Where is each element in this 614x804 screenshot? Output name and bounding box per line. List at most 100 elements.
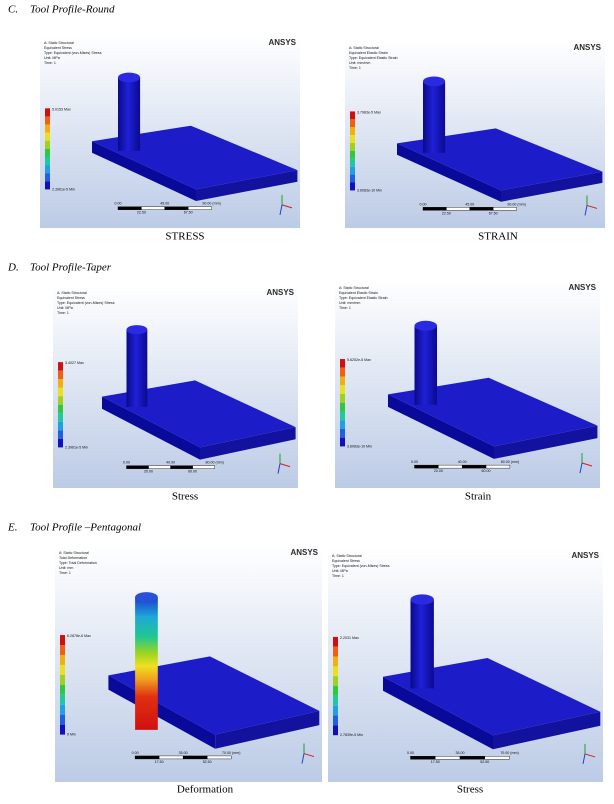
header-line: Unit: mm/mm — [349, 61, 370, 65]
legend-swatch — [350, 150, 355, 159]
scale-label: 70.00 (mm) — [222, 751, 240, 755]
scale-label: 52.50 — [480, 760, 489, 764]
tool-body — [126, 329, 148, 407]
header-line: Unit: mm/mm — [339, 301, 360, 305]
scale-label: 22.50 — [442, 211, 451, 215]
triad-z — [277, 463, 281, 474]
scale-label: 80.00 (mm) — [206, 461, 224, 465]
legend-swatch — [333, 695, 338, 706]
scale-segment — [493, 207, 517, 211]
legend-swatch — [45, 132, 50, 141]
caption: STRESS — [165, 231, 204, 243]
tool-top — [126, 325, 148, 335]
tool-top — [414, 320, 438, 331]
legend-swatch — [333, 725, 338, 736]
legend-min: 0 Min — [67, 733, 76, 737]
tool-top — [135, 592, 158, 603]
legend-swatch — [340, 411, 345, 421]
legend-swatch — [45, 173, 50, 182]
triad-x — [581, 462, 593, 467]
header-line: A: Static Structural — [44, 41, 74, 45]
tool-top — [423, 76, 446, 87]
header-line: A: Static Structural — [339, 286, 369, 290]
scale-label: 67.50 — [489, 211, 498, 215]
legend-swatch — [60, 704, 65, 715]
scale-label: 60.00 — [482, 469, 491, 473]
header-line: A: Static Structural — [349, 46, 379, 50]
scale-segment — [410, 756, 436, 760]
legend-swatch — [350, 182, 355, 191]
legend-max: 3.7983e-5 Max — [357, 110, 381, 114]
scale-label: 90.00 (mm) — [202, 202, 220, 206]
scale-segment — [446, 207, 470, 211]
legend-swatch — [58, 387, 63, 397]
header-line: Time: 1 — [44, 61, 56, 65]
header-line: A: Static Structural — [59, 551, 89, 555]
header-line: Type: Equivalent (von-Mises) Stress — [332, 564, 390, 568]
header-line: Equivalent Stress — [44, 46, 72, 50]
scale-label: 20.00 — [434, 469, 443, 473]
scale-segment — [462, 464, 487, 469]
legend-swatch — [60, 645, 65, 655]
section-label: C. — [8, 4, 18, 16]
legend-swatch — [350, 119, 355, 128]
header-line: Type: Equivalent (von-Mises) Stress — [57, 301, 115, 305]
legend-swatch — [333, 666, 338, 677]
header-line: Unit: MPa — [332, 569, 348, 573]
header-line: Unit: MPa — [57, 306, 73, 310]
header-line: Type: Total Deformation — [59, 561, 97, 565]
legend-min: 2.7839e-5 Min — [340, 733, 363, 737]
legend-swatch — [340, 428, 345, 438]
plate-side — [383, 676, 493, 750]
plate-side — [102, 396, 200, 460]
header-line: Type: Equivalent Elastic Strain — [349, 56, 398, 60]
legend-swatch — [45, 108, 50, 117]
legend-swatch — [350, 166, 355, 175]
scale-segment — [469, 207, 494, 211]
plate-front — [494, 425, 598, 459]
scale-segment — [422, 207, 447, 211]
plate-front — [196, 170, 298, 201]
caption: Deformation — [177, 784, 234, 796]
scale-segment — [148, 465, 171, 469]
tool-top — [118, 72, 141, 83]
section-title: Tool Profile-Taper — [30, 262, 112, 274]
plate-front — [493, 711, 601, 750]
tool-body — [410, 599, 434, 689]
scale-label: 17.50 — [155, 760, 164, 764]
legend-swatch — [350, 127, 355, 136]
tool-body — [423, 81, 446, 153]
scale-segment — [126, 465, 149, 469]
section-title: Tool Profile –Pentagonal — [30, 522, 141, 534]
triad-x — [281, 204, 293, 209]
scale-segment — [438, 464, 463, 469]
plate-side — [397, 143, 501, 202]
triad-x — [303, 753, 315, 758]
plate-side — [388, 394, 494, 459]
legend-swatch — [333, 705, 338, 716]
scale-segment — [192, 465, 215, 469]
legend-swatch — [340, 420, 345, 429]
scale-label: 35.00 — [456, 751, 465, 755]
legend-swatch — [60, 635, 65, 646]
header-line: Total Deformation — [59, 556, 87, 560]
section-label: D. — [7, 262, 19, 274]
legend-swatch — [340, 367, 345, 377]
scale-label: 0.00 — [115, 202, 122, 206]
legend-swatch — [58, 438, 63, 448]
legend-swatch — [45, 165, 50, 174]
legend-swatch — [58, 430, 63, 439]
plate-top — [388, 377, 598, 447]
header-line: Unit: mm — [59, 566, 73, 570]
ansys-logo: ANSYS — [573, 43, 601, 52]
scale-segment — [141, 206, 165, 210]
legend-swatch — [333, 646, 338, 657]
legend-swatch — [60, 694, 65, 705]
legend-max: 5.6252e-5 Max — [347, 358, 371, 362]
legend-max: 6.2878e-6 Max — [67, 634, 91, 638]
plate-top — [92, 125, 298, 190]
legend-swatch — [60, 654, 65, 665]
ansys-logo: ANSYS — [266, 288, 294, 297]
